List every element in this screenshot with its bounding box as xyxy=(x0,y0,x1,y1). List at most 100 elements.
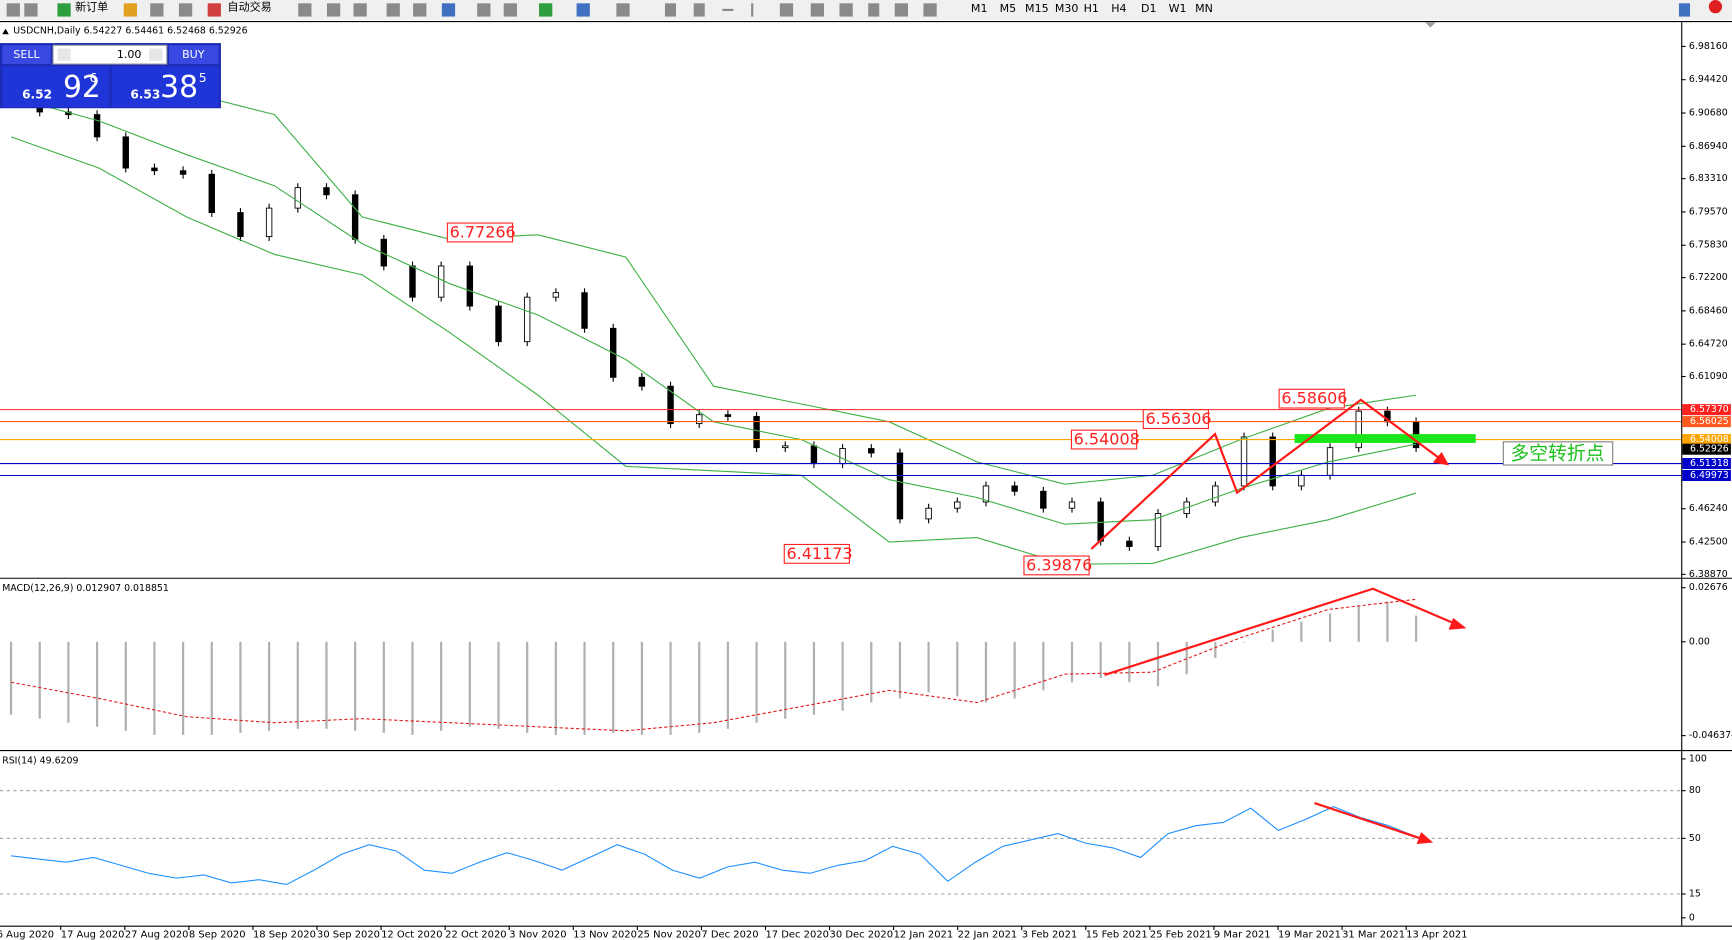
y-tick-label: 6.90680 xyxy=(1689,108,1728,119)
date-label: 31 Mar 2021 xyxy=(1342,929,1405,940)
alert-badge[interactable] xyxy=(1708,0,1723,14)
bid-label-bg xyxy=(1682,443,1731,455)
candle xyxy=(294,187,301,209)
timeframe-button[interactable]: M1 xyxy=(971,2,988,15)
y-tick-label: 6.38870 xyxy=(1689,569,1728,580)
candle xyxy=(1355,410,1362,449)
y-tick-label: 100 xyxy=(1689,753,1707,764)
plot-layer: 6 Aug 2020 17 Aug 2020 27 Aug 2020 8 Sep 20… xyxy=(0,25,1732,940)
candle xyxy=(753,416,760,449)
candle xyxy=(523,296,531,343)
date-label: 22 Jan 2021 xyxy=(958,929,1018,940)
candle xyxy=(810,445,818,465)
candle xyxy=(1154,513,1162,547)
candle xyxy=(638,376,646,387)
macd-bar xyxy=(612,641,615,733)
sell-price-box[interactable] xyxy=(2,66,110,108)
date-label: 25 Feb 2021 xyxy=(1150,929,1212,940)
ask-point: 5 xyxy=(199,71,207,85)
macd-bar xyxy=(526,641,529,733)
price-annotation-box xyxy=(783,543,850,564)
lot-down[interactable] xyxy=(57,48,71,61)
macd-bar xyxy=(812,641,816,715)
date-label: 22 Oct 2020 xyxy=(445,929,506,940)
date-label: 12 Jan 2021 xyxy=(894,929,954,940)
level-label: 6.54008 xyxy=(1690,434,1729,445)
macd-bar xyxy=(554,641,557,735)
candle xyxy=(1011,485,1018,492)
buy-price-box[interactable] xyxy=(111,66,219,108)
macd-bar xyxy=(1242,641,1246,643)
y-tick-label: 6.94420 xyxy=(1689,74,1728,85)
candle xyxy=(495,305,502,343)
timeframe-button[interactable]: W1 xyxy=(1169,2,1187,15)
candle xyxy=(1212,485,1219,503)
ask-pips: 38 xyxy=(160,70,198,105)
macd-bar xyxy=(239,641,242,733)
price-annotation: 6.54008 xyxy=(1074,430,1140,449)
y-tick-label: 6.61090 xyxy=(1689,371,1728,382)
note-box xyxy=(1502,441,1614,466)
macd-bar xyxy=(1414,615,1418,642)
level-label-bg xyxy=(1682,404,1731,416)
lot-input[interactable] xyxy=(52,44,168,65)
candle xyxy=(466,265,474,307)
lot-up[interactable] xyxy=(149,48,163,61)
candle xyxy=(409,265,416,298)
macd-bar xyxy=(38,641,41,719)
macd-bar xyxy=(698,641,701,733)
date-label: 9 Mar 2021 xyxy=(1214,929,1271,940)
toolbar-icons xyxy=(6,3,1691,17)
one-click-panel: SELL BUY 1.00 6.52 92 6 6.53 38 5 xyxy=(0,43,221,109)
candle xyxy=(724,414,732,417)
timeframe-button[interactable]: M15 xyxy=(1025,2,1049,15)
price-annotation: 6.39876 xyxy=(1026,555,1092,574)
date-label: 18 Sep 2020 xyxy=(253,929,316,940)
macd-bar xyxy=(440,641,443,731)
timeframe-button[interactable]: D1 xyxy=(1141,2,1157,15)
date-label: 19 Mar 2021 xyxy=(1278,929,1341,940)
timeframe-button[interactable]: H1 xyxy=(1084,2,1099,15)
macd-bar xyxy=(870,641,873,703)
timeframe-button[interactable]: M5 xyxy=(1000,2,1017,15)
macd-bar xyxy=(784,641,787,719)
candle xyxy=(925,507,932,520)
date-label: 27 Aug 2020 xyxy=(125,929,189,940)
level-label-bg xyxy=(1682,434,1731,446)
bid-pips: 92 xyxy=(63,70,101,105)
sell-button[interactable] xyxy=(2,45,51,65)
macd-bar xyxy=(583,641,586,735)
candle xyxy=(1298,474,1305,487)
price-annotation-box xyxy=(1142,409,1209,430)
macd-bar xyxy=(1042,641,1045,691)
macd-bar xyxy=(354,641,357,731)
buy-button[interactable] xyxy=(169,45,219,65)
macd-bar xyxy=(984,641,988,703)
timeframe-button[interactable]: MN xyxy=(1195,2,1213,15)
macd-bar xyxy=(296,641,299,729)
timeframe-button[interactable]: M30 xyxy=(1055,2,1079,15)
y-tick-label: 6.83310 xyxy=(1689,173,1728,184)
trend-arrows xyxy=(1090,398,1467,845)
date-label: 3 Nov 2020 xyxy=(509,929,566,940)
buy-label: BUY xyxy=(182,48,205,61)
y-tick-label: 6.46240 xyxy=(1689,503,1728,514)
note-text: 多空转折点 xyxy=(1511,442,1605,464)
macd-bar xyxy=(841,641,844,711)
timeframe-button[interactable]: H4 xyxy=(1111,2,1126,15)
candle xyxy=(208,173,215,214)
y-tick-label: 6.75830 xyxy=(1689,240,1728,251)
candle xyxy=(868,448,875,454)
y-tick-label: 6.68460 xyxy=(1689,305,1728,316)
rsi-line xyxy=(10,805,1417,886)
date-label: 12 Oct 2020 xyxy=(381,929,442,940)
shift-marker[interactable] xyxy=(1424,22,1436,28)
new-order-button[interactable]: 新订单 xyxy=(75,0,108,14)
bid-label: 6.52926 xyxy=(1690,444,1729,455)
auto-trading-button[interactable]: 自动交易 xyxy=(228,0,272,14)
candle xyxy=(93,114,101,138)
candle xyxy=(581,292,588,329)
macd-bar xyxy=(1300,621,1303,642)
y-tick-label: 0.02676 xyxy=(1689,582,1728,593)
